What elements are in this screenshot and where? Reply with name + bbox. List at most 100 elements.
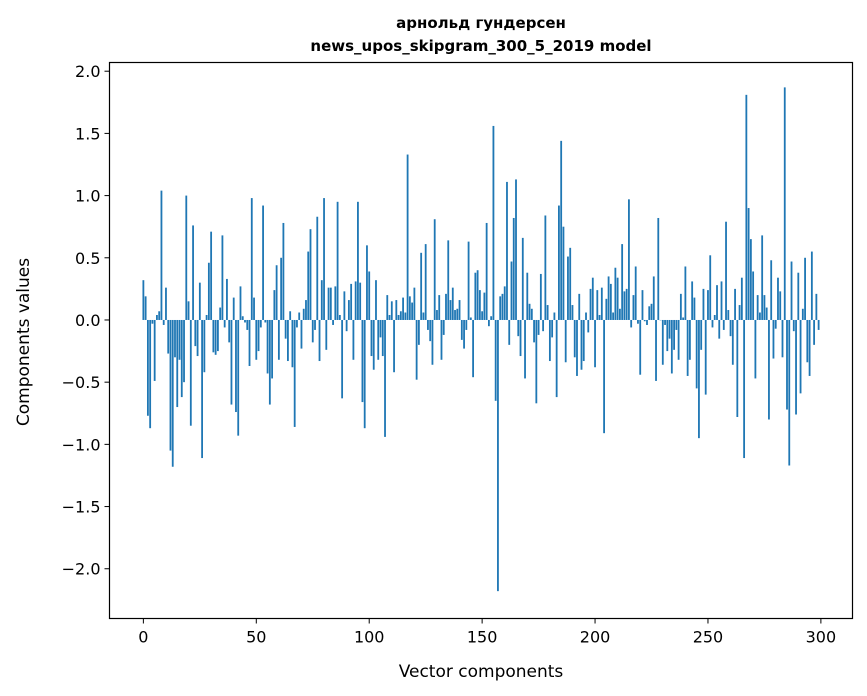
bar <box>752 271 755 320</box>
bar <box>198 282 201 320</box>
bar <box>725 221 727 320</box>
bar <box>537 319 540 335</box>
bar <box>528 303 531 320</box>
bar <box>515 179 517 320</box>
bar <box>747 208 750 320</box>
bar <box>472 319 474 378</box>
bar <box>634 266 637 320</box>
bar <box>481 311 484 320</box>
bar <box>189 319 192 426</box>
bar <box>598 315 601 320</box>
bar <box>600 287 603 320</box>
x-tick-label: 150 <box>467 628 498 647</box>
bar <box>226 278 228 320</box>
bar <box>485 222 488 320</box>
bar <box>488 319 490 327</box>
bar <box>695 319 698 389</box>
bar <box>302 308 305 320</box>
bar <box>413 287 416 320</box>
bar <box>291 319 294 368</box>
bar <box>210 231 213 320</box>
bar <box>790 261 793 320</box>
bar <box>596 290 599 320</box>
bar <box>765 307 768 320</box>
bar <box>422 312 425 320</box>
bar <box>273 290 276 320</box>
bar <box>817 319 820 330</box>
bar <box>630 319 633 328</box>
bar <box>469 317 472 320</box>
bar <box>352 319 355 360</box>
bar <box>201 319 203 459</box>
bar <box>271 319 274 379</box>
bar <box>580 319 583 370</box>
bar <box>777 277 779 320</box>
bar <box>307 251 310 320</box>
y-tick-label: −1.5 <box>62 498 101 517</box>
bar <box>587 319 590 333</box>
bar <box>436 310 438 320</box>
y-tick-label: 1.5 <box>75 124 100 143</box>
bar <box>259 319 262 328</box>
bar <box>729 319 732 337</box>
plot-frame <box>108 61 854 620</box>
bar <box>499 296 502 320</box>
bar <box>637 319 639 324</box>
bar <box>605 298 608 320</box>
bar <box>551 319 554 338</box>
bar <box>788 319 791 466</box>
bar <box>686 319 689 376</box>
y-tick-label: 1.0 <box>75 187 100 206</box>
bar <box>720 281 723 320</box>
bar <box>743 319 746 459</box>
bar <box>386 295 389 320</box>
bar <box>774 319 777 329</box>
bar <box>169 319 172 451</box>
bar <box>815 293 818 320</box>
bar <box>673 319 675 350</box>
bar <box>501 293 504 320</box>
bar <box>567 256 569 320</box>
bar <box>808 319 811 376</box>
bar <box>223 319 226 328</box>
bar <box>359 282 362 320</box>
bar <box>293 319 296 427</box>
bar <box>156 315 158 320</box>
bar <box>230 319 233 405</box>
bar <box>786 319 788 410</box>
bar <box>783 87 786 320</box>
bar <box>646 319 648 325</box>
bar <box>503 286 506 320</box>
bar <box>370 319 373 357</box>
bar <box>768 319 770 420</box>
bar <box>354 281 357 320</box>
bar <box>323 198 325 320</box>
bar <box>555 319 558 398</box>
bar <box>325 319 328 350</box>
bar <box>623 291 626 320</box>
bar <box>804 257 806 320</box>
bar <box>734 288 736 320</box>
bar <box>521 237 524 320</box>
bar <box>810 251 813 320</box>
bar <box>232 297 235 320</box>
bar <box>797 272 800 320</box>
bar <box>558 205 560 320</box>
bar <box>539 273 542 320</box>
bar <box>704 319 707 395</box>
bar <box>377 319 380 360</box>
bar <box>144 296 147 320</box>
bar <box>483 292 486 320</box>
bar <box>756 295 759 320</box>
bar <box>675 319 678 330</box>
bar <box>702 288 705 320</box>
x-tick-label: 0 <box>138 628 148 647</box>
bar <box>298 312 301 320</box>
bar <box>196 319 199 357</box>
bar <box>395 300 398 320</box>
bar <box>219 307 222 320</box>
bar <box>506 181 508 320</box>
bar <box>490 316 493 320</box>
bar <box>749 239 752 320</box>
bar <box>801 308 804 320</box>
